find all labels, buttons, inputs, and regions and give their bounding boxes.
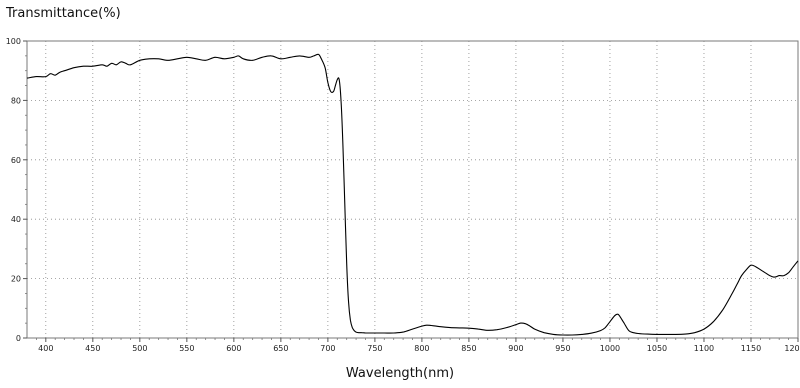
axes: [23, 40, 799, 342]
x-tick-label: 400: [38, 344, 53, 353]
x-tick-label: 1150: [741, 344, 761, 353]
x-tick-label: 650: [273, 344, 288, 353]
x-tick-label: 120: [784, 344, 799, 353]
x-tick-label: 700: [320, 344, 335, 353]
grid: [27, 41, 798, 338]
series: [26, 53, 799, 336]
y-tick-label: 100: [6, 37, 21, 46]
x-tick-label: 1100: [694, 344, 714, 353]
x-tick-label: 850: [461, 344, 476, 353]
series-line: [26, 53, 799, 336]
y-tick-label: 60: [11, 156, 21, 165]
y-tick-label: 0: [16, 334, 21, 343]
y-tick-label: 40: [11, 215, 21, 224]
x-tick-label: 1000: [600, 344, 620, 353]
x-tick-label: 550: [179, 344, 194, 353]
x-tick-label: 800: [414, 344, 429, 353]
x-tick-label: 950: [555, 344, 570, 353]
y-tick-label: 20: [11, 275, 21, 284]
tick-labels: 400 450 500 550 600 650 700 750 800 850 900 950 1000…: [6, 37, 800, 353]
x-tick-label: 600: [226, 344, 241, 353]
x-tick-label: 500: [132, 344, 147, 353]
y-axis-label: Transmittance(%): [6, 6, 121, 21]
x-tick-label: 1050: [647, 344, 667, 353]
y-tick-label: 80: [11, 96, 21, 105]
x-tick-label: 750: [367, 344, 382, 353]
x-tick-label: 450: [85, 344, 100, 353]
plot-frame: [26, 40, 799, 339]
x-tick-label: 900: [508, 344, 523, 353]
x-axis-label: Wavelength(nm): [345, 366, 455, 381]
